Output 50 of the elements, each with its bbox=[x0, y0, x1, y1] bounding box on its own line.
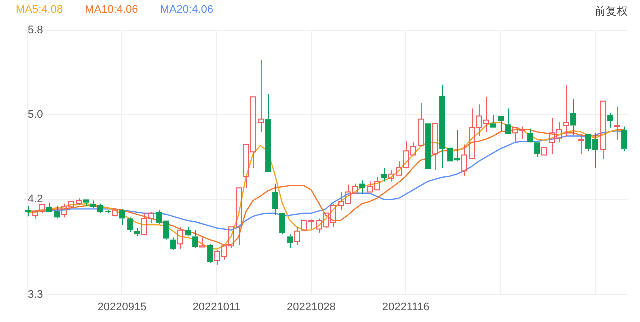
candlestick bbox=[208, 244, 214, 264]
candlestick bbox=[534, 142, 540, 158]
text: 前复权 bbox=[595, 5, 628, 19]
candlestick bbox=[84, 200, 90, 207]
candlestick bbox=[236, 188, 242, 246]
y-tick-label: 5.8 bbox=[28, 24, 44, 37]
candlestick bbox=[498, 116, 504, 132]
candlestick bbox=[440, 85, 446, 168]
candlestick bbox=[578, 134, 584, 155]
candlestick bbox=[382, 167, 388, 182]
y-tick-label: 3.3 bbox=[28, 288, 44, 301]
candlestick bbox=[272, 183, 278, 216]
candlestick bbox=[258, 60, 264, 133]
candlestick bbox=[614, 106, 620, 142]
text: MA10:4.06 bbox=[85, 4, 138, 18]
candlestick bbox=[192, 230, 198, 249]
candlestick bbox=[186, 226, 192, 238]
text: MA20:4.06 bbox=[160, 4, 214, 18]
candlestick bbox=[608, 112, 614, 128]
candlestick bbox=[288, 234, 294, 249]
candlestick bbox=[462, 144, 468, 177]
candlestick bbox=[178, 226, 184, 250]
candlestick bbox=[106, 210, 112, 214]
candlestick bbox=[266, 94, 272, 172]
candlestick bbox=[490, 114, 496, 128]
candlestick bbox=[570, 98, 576, 136]
text: MA5:4.08 bbox=[16, 4, 64, 18]
candlestick bbox=[170, 237, 176, 251]
candlestick bbox=[128, 217, 134, 233]
candlestick bbox=[26, 206, 32, 218]
candlestick bbox=[54, 206, 60, 220]
candlestick bbox=[432, 123, 438, 171]
x-tick-label: 20220915 bbox=[98, 301, 147, 314]
x-tick-label: 20221011 bbox=[192, 301, 241, 314]
candlestick bbox=[120, 208, 126, 226]
y-tick-label: 4.2 bbox=[28, 194, 44, 206]
candlestick bbox=[564, 85, 570, 137]
candlestick bbox=[280, 213, 286, 236]
y-tick-label: 5.0 bbox=[28, 109, 44, 122]
candlestick bbox=[622, 126, 628, 152]
x-tick-label: 20221116 bbox=[382, 301, 430, 314]
candlestick bbox=[528, 128, 534, 143]
candlestick bbox=[46, 202, 52, 212]
candlestick bbox=[506, 108, 512, 134]
candlestick bbox=[200, 237, 206, 248]
candlestick bbox=[600, 100, 606, 160]
x-tick-label: 20221028 bbox=[286, 301, 336, 314]
candlestick bbox=[418, 103, 424, 146]
candlestick bbox=[134, 228, 140, 238]
candlestick bbox=[360, 180, 366, 195]
